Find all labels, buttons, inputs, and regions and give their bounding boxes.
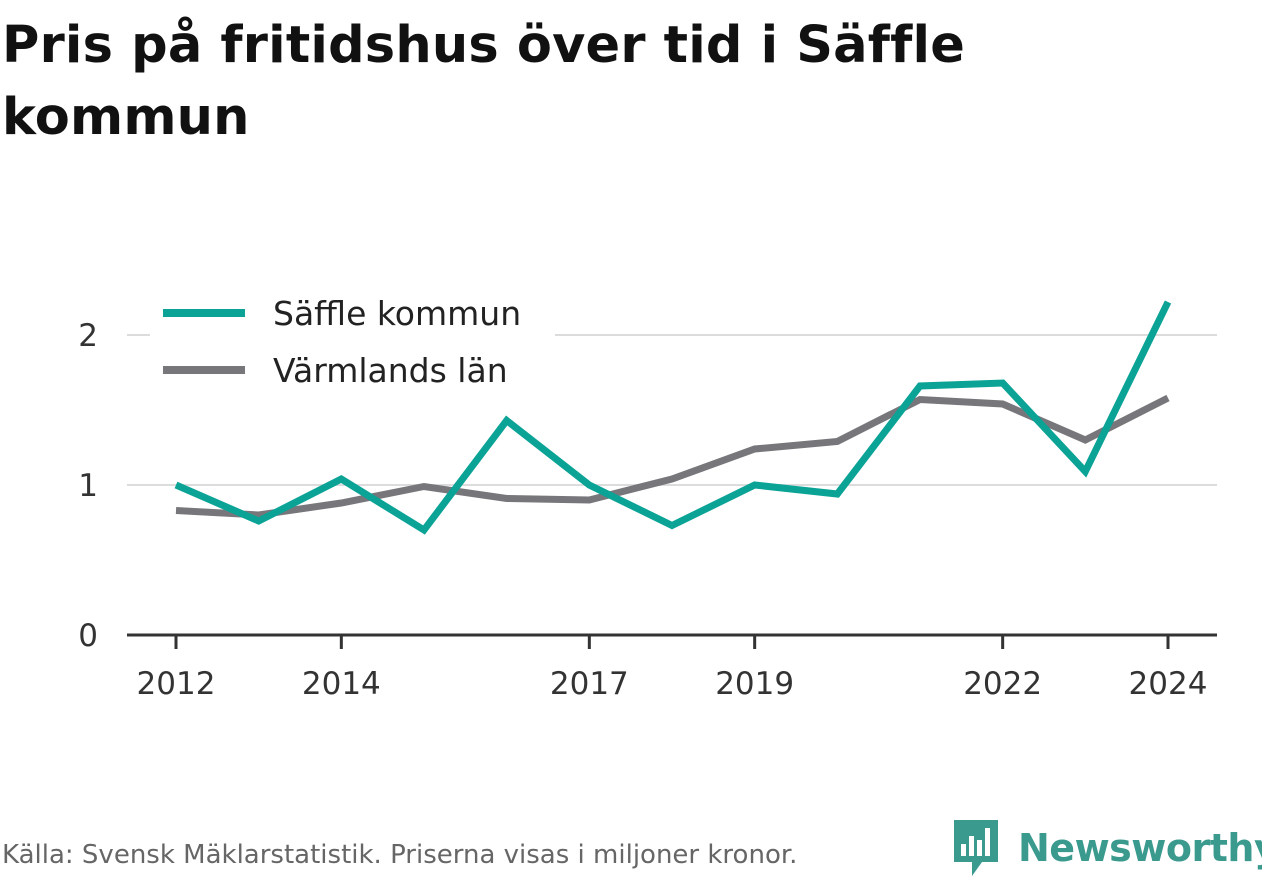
x-tick-label: 2019: [715, 666, 794, 702]
legend: Säffle kommun Värmlands län: [150, 284, 555, 394]
chart-title: Pris på fritidshus över tid i Säffle kom…: [2, 16, 966, 147]
x-axis-ticks: 2012 2014 2017 2019 2022 2024: [137, 635, 1208, 702]
x-tick-label: 2012: [137, 666, 216, 702]
y-tick-label: 1: [78, 468, 98, 504]
legend-background: [150, 284, 555, 394]
y-tick-label: 0: [78, 618, 98, 654]
newsworthy-logo-icon: [954, 820, 998, 876]
brand-name: Newsworthy: [1018, 826, 1262, 870]
y-tick-label: 2: [78, 318, 98, 354]
source-note: Källa: Svensk Mäklarstatistik. Priserna …: [2, 840, 798, 870]
x-tick-label: 2022: [963, 666, 1042, 702]
legend-label-0: Säffle kommun: [273, 294, 521, 333]
x-tick-label: 2014: [302, 666, 381, 702]
x-tick-label: 2017: [550, 666, 629, 702]
series-line-1: [175, 394, 1170, 519]
line-chart: 0 1 2 2012 2014 2017 2019 2022 2024 Säffle komm…: [78, 284, 1217, 702]
brand-logo: Newsworthy: [952, 818, 1262, 878]
x-tick-label: 2024: [1129, 666, 1208, 702]
series-line-0: [174, 300, 1172, 535]
y-axis-ticks: 0 1 2: [78, 318, 98, 654]
legend-label-1: Värmlands län: [273, 351, 508, 390]
series-lines: [174, 300, 1172, 535]
